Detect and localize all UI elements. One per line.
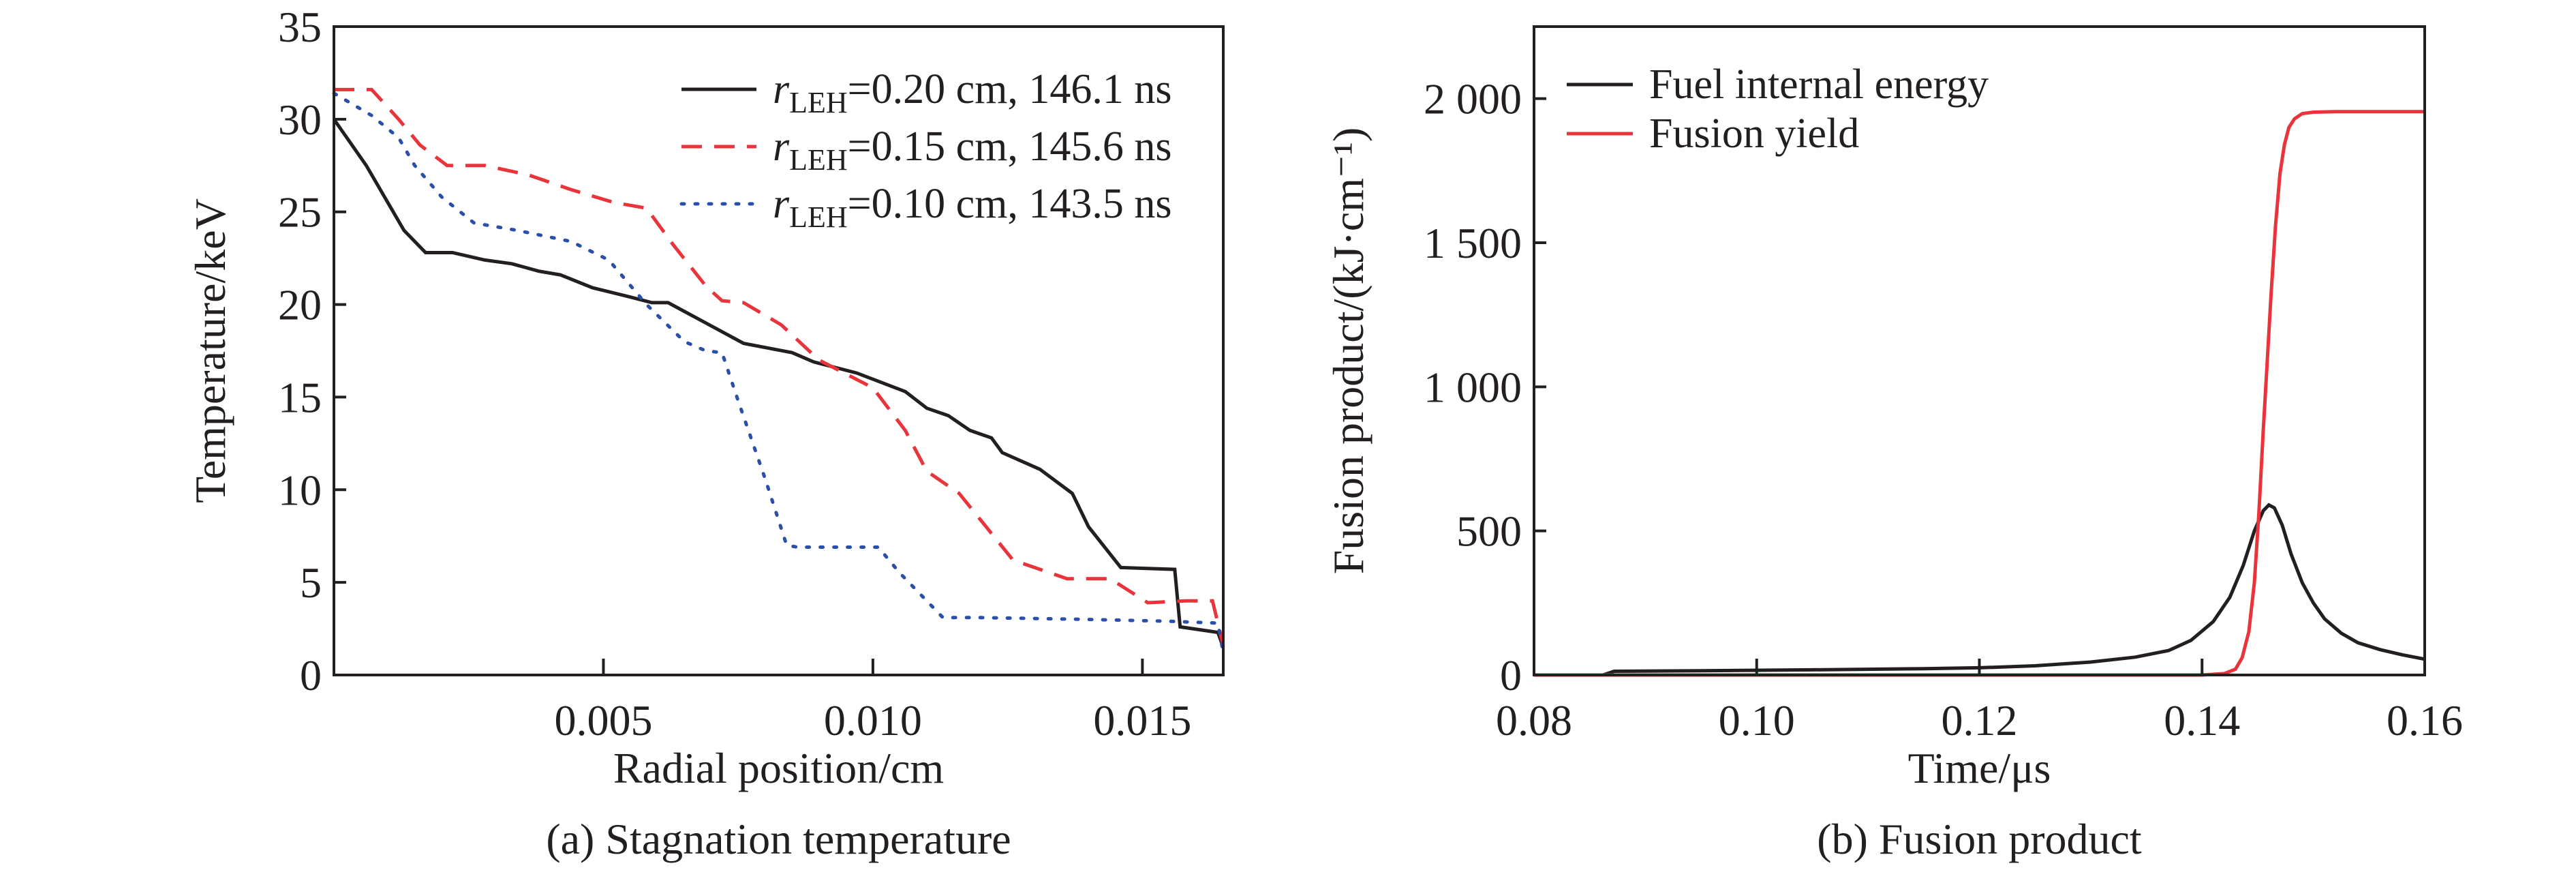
y-tick-label: 20 (278, 281, 322, 329)
series-line-0 (1534, 502, 2425, 677)
y-tick-label: 0 (300, 651, 322, 700)
x-tick-label: 0.005 (554, 696, 652, 745)
y-tick-label: 35 (278, 3, 322, 51)
series-line-0 (332, 118, 1225, 648)
x-tick-label: 0.12 (1942, 696, 2018, 745)
x-tick-label: 0.010 (824, 696, 922, 745)
legend-var: r (773, 66, 790, 112)
x-axis-label: Time/μs (1908, 744, 2051, 792)
y-tick-label: 1 500 (1424, 219, 1522, 267)
y-tick-label: 5 (300, 558, 322, 607)
chart-caption: (a) Stagnation temperature (546, 815, 1011, 863)
plot-frame (333, 25, 1225, 676)
legend-label-1: rLEH=0.15 cm, 145.6 ns (773, 123, 1172, 177)
chart-b: 0.08 0.10 0.12 0.14 0.16 0 500 1 000 1 500 2 000 T… (1324, 25, 2463, 863)
legend-sub: LEH (789, 200, 848, 234)
y-tick-label: 15 (278, 373, 322, 421)
x-tick-label: 0.015 (1093, 696, 1191, 745)
y-tick-label: 30 (278, 95, 322, 144)
x-tick-label: 0.10 (1719, 696, 1795, 745)
series-line-2 (332, 91, 1225, 655)
y-tick-label: 2 000 (1424, 75, 1522, 123)
x-tick-label: 0.16 (2387, 696, 2463, 745)
legend-rest: =0.10 cm, 143.5 ns (848, 181, 1172, 227)
chart-a: 0.005 0.010 0.015 0 5 10 15 20 25 30 35 Radial posi… (186, 3, 1225, 863)
y-tick-label: 0 (1500, 651, 1522, 700)
x-axis-label: Radial position/cm (613, 744, 944, 792)
legend-label-0: Fuel internal energy (1649, 61, 1989, 108)
y-axis-label: Temperature/keV (186, 198, 234, 503)
y-tick-label: 500 (1456, 507, 1522, 556)
legend-sub: LEH (789, 86, 848, 119)
legend-var: r (773, 123, 790, 170)
y-tick-label: 1 000 (1424, 363, 1522, 411)
y-tick-label: 10 (278, 466, 322, 514)
legend-var: r (773, 181, 790, 227)
y-tick-label: 25 (278, 188, 322, 237)
y-axis-label: Fusion product/(kJ·cm⁻¹) (1324, 127, 1373, 575)
x-tick-label: 0.08 (1496, 696, 1572, 745)
legend-label-2: rLEH=0.10 cm, 143.5 ns (773, 181, 1172, 234)
x-tick-label: 0.14 (2164, 696, 2240, 745)
series-line-1 (1534, 110, 2425, 677)
legend-label-1: Fusion yield (1649, 110, 1859, 157)
series-line-1 (334, 87, 1225, 646)
legend-label-0: rLEH=0.20 cm, 146.1 ns (773, 66, 1172, 119)
legend-rest: =0.20 cm, 146.1 ns (848, 66, 1172, 112)
chart-caption: (b) Fusion product (1817, 815, 2142, 863)
legend-rest: =0.15 cm, 145.6 ns (848, 123, 1172, 170)
legend-sub: LEH (789, 143, 848, 177)
